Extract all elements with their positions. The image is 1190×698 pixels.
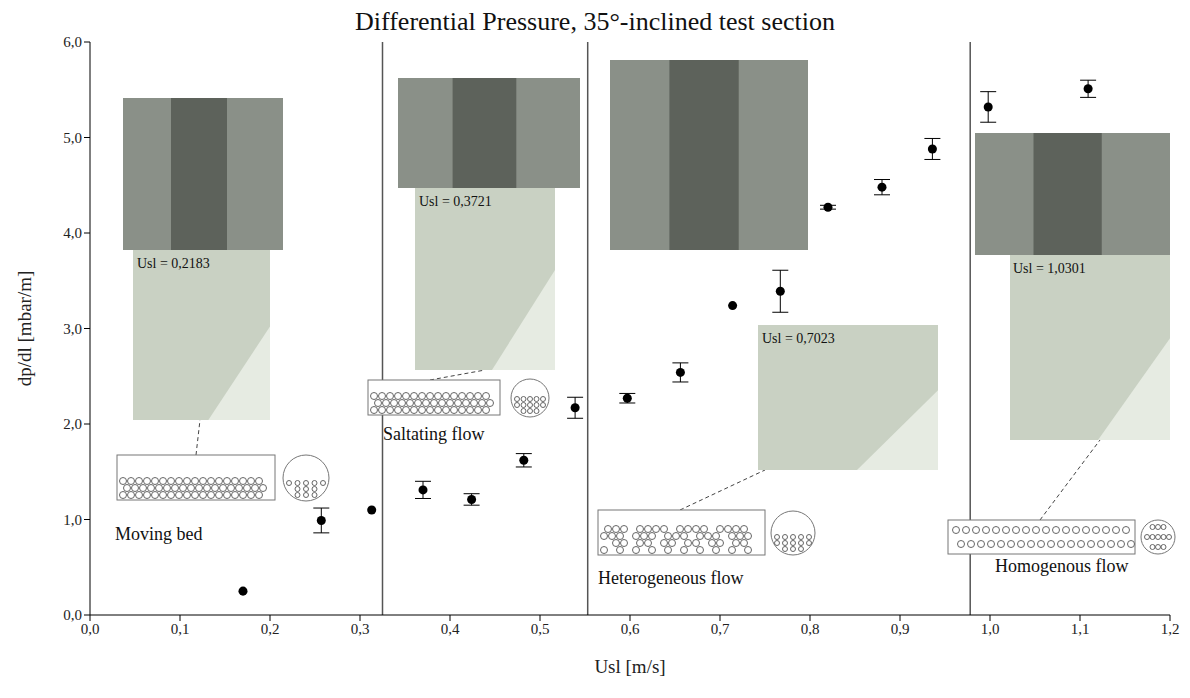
svg-text:Homogenous flow: Homogenous flow xyxy=(995,556,1129,576)
svg-text:6,0: 6,0 xyxy=(63,34,82,50)
svg-text:1,2: 1,2 xyxy=(1161,621,1180,637)
svg-text:Usl = 0,7023: Usl = 0,7023 xyxy=(762,331,835,346)
svg-text:0,0: 0,0 xyxy=(81,621,100,637)
svg-text:0,6: 0,6 xyxy=(621,621,640,637)
svg-text:0,7: 0,7 xyxy=(711,621,730,637)
svg-text:0,4: 0,4 xyxy=(441,621,460,637)
svg-text:5,0: 5,0 xyxy=(63,130,82,146)
svg-text:1,0: 1,0 xyxy=(981,621,1000,637)
svg-text:Moving bed: Moving bed xyxy=(115,524,203,544)
svg-text:0,8: 0,8 xyxy=(801,621,820,637)
svg-text:dp/dl [mbar/m]: dp/dl [mbar/m] xyxy=(14,271,35,387)
svg-text:Usl = 1,0301: Usl = 1,0301 xyxy=(1013,261,1086,276)
svg-text:4,0: 4,0 xyxy=(63,225,82,241)
svg-text:Usl [m/s]: Usl [m/s] xyxy=(594,656,665,677)
svg-text:0,5: 0,5 xyxy=(531,621,550,637)
svg-text:0,9: 0,9 xyxy=(891,621,910,637)
svg-text:0,3: 0,3 xyxy=(351,621,370,637)
svg-text:Usl = 0,2183: Usl = 0,2183 xyxy=(137,256,210,271)
svg-text:Usl = 0,3721: Usl = 0,3721 xyxy=(419,194,492,209)
svg-text:0,1: 0,1 xyxy=(171,621,190,637)
svg-text:2,0: 2,0 xyxy=(63,416,82,432)
svg-text:Saltating flow: Saltating flow xyxy=(383,424,485,444)
svg-text:0,2: 0,2 xyxy=(261,621,280,637)
svg-text:0,0: 0,0 xyxy=(63,607,82,623)
svg-text:1,1: 1,1 xyxy=(1071,621,1090,637)
svg-text:3,0: 3,0 xyxy=(63,321,82,337)
svg-text:1,0: 1,0 xyxy=(63,512,82,528)
svg-text:Heterogeneous flow: Heterogeneous flow xyxy=(598,568,743,588)
svg-text:Differential Pressure, 35°-inc: Differential Pressure, 35°-inclined test… xyxy=(355,7,835,36)
